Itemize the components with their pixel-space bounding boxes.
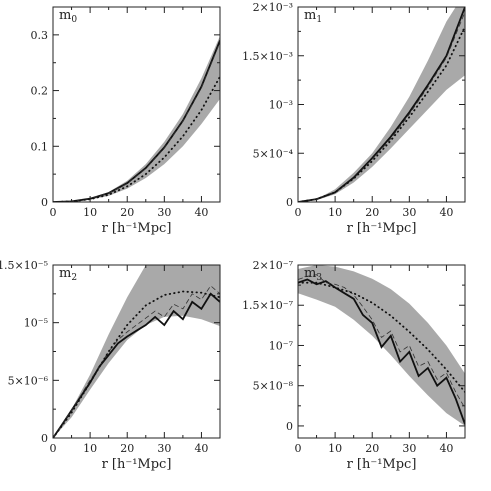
x-tick-label: 40 bbox=[439, 206, 453, 219]
x-tick-label: 0 bbox=[295, 442, 302, 455]
y-tick-label: 0.3 bbox=[31, 29, 49, 42]
confidence-band bbox=[53, 36, 220, 202]
y-tick-label: 0.1 bbox=[31, 140, 49, 153]
x-tick-label: 30 bbox=[402, 206, 416, 219]
panel-title-main: m bbox=[304, 8, 316, 23]
x-tick-label: 0 bbox=[50, 442, 57, 455]
x-tick-label: 10 bbox=[83, 442, 97, 455]
series-dotted-line bbox=[53, 290, 220, 438]
plot-area bbox=[298, 7, 465, 202]
x-tick-label: 0 bbox=[50, 206, 57, 219]
y-tick-label: 0 bbox=[286, 196, 293, 209]
series-dashed-line bbox=[298, 274, 465, 409]
x-tick-label: 30 bbox=[157, 206, 171, 219]
y-tick-label: 0 bbox=[41, 432, 48, 445]
panel-title-subscript: 0 bbox=[71, 15, 77, 25]
series-dashed-line bbox=[298, 11, 465, 202]
panel-title-main: m bbox=[59, 8, 71, 23]
series-dotted-line bbox=[53, 75, 220, 202]
y-tick-label: 5×10⁻⁸ bbox=[253, 380, 294, 393]
x-tick-label: 20 bbox=[365, 206, 379, 219]
y-tick-label: 5×10⁻⁶ bbox=[8, 374, 49, 387]
y-tick-label: 2×10⁻⁷ bbox=[253, 259, 294, 272]
panel-title: m3 bbox=[304, 266, 322, 283]
y-tick-label: 1.5×10⁻⁷ bbox=[242, 299, 294, 312]
confidence-band bbox=[298, 265, 465, 426]
x-axis-label: r [h⁻¹Mpc] bbox=[102, 457, 172, 472]
x-tick-label: 30 bbox=[402, 442, 416, 455]
y-tick-label: 0.2 bbox=[31, 85, 49, 98]
panel-title-subscript: 1 bbox=[316, 15, 322, 25]
x-axis-label: r [h⁻¹Mpc] bbox=[102, 221, 172, 236]
series-dotted-line bbox=[298, 281, 465, 393]
x-tick-label: 10 bbox=[328, 442, 342, 455]
x-tick-label: 10 bbox=[328, 206, 342, 219]
axes-frame bbox=[297, 264, 466, 439]
plot-area bbox=[53, 265, 220, 438]
x-tick-label: 20 bbox=[120, 442, 134, 455]
y-tick-label: 0 bbox=[286, 420, 293, 433]
x-tick-label: 40 bbox=[194, 206, 208, 219]
y-tick-label: 5×10⁻⁴ bbox=[253, 147, 294, 160]
panel-title: m2 bbox=[59, 266, 77, 283]
panel-title-subscript: 2 bbox=[71, 273, 77, 283]
y-tick-label: 10⁻³ bbox=[269, 99, 293, 112]
panel-3: 0 10 20 30 40 0 5×10⁻⁸ 10⁻⁷ 1.5×10⁻⁷ 2×10⁻⁷ r [h⁻¹… bbox=[242, 259, 466, 472]
y-tick-label: 0 bbox=[41, 196, 48, 209]
axes-frame bbox=[52, 6, 221, 203]
y-tick-label: 1.5×10⁻³ bbox=[242, 50, 293, 63]
plot-area bbox=[53, 36, 220, 202]
series-solid-line bbox=[298, 278, 465, 425]
panel-title-main: m bbox=[304, 266, 316, 281]
x-tick-label: 40 bbox=[439, 442, 453, 455]
series-dashed-line bbox=[53, 285, 220, 438]
y-tick-label: 10⁻⁷ bbox=[269, 339, 294, 352]
x-axis-label: r [h⁻¹Mpc] bbox=[347, 221, 417, 236]
y-tick-label: 1.5×10⁻⁵ bbox=[0, 259, 48, 272]
x-tick-label: 30 bbox=[157, 442, 171, 455]
panel-title: m0 bbox=[59, 8, 77, 25]
x-tick-label: 10 bbox=[83, 206, 97, 219]
x-tick-label: 20 bbox=[365, 442, 379, 455]
confidence-band bbox=[53, 265, 220, 438]
y-tick-label: 2×10⁻³ bbox=[253, 1, 293, 14]
x-tick-label: 40 bbox=[194, 442, 208, 455]
x-axis-label: r [h⁻¹Mpc] bbox=[347, 457, 417, 472]
x-tick-label: 20 bbox=[120, 206, 134, 219]
panel-title-main: m bbox=[59, 266, 71, 281]
panel-title-subscript: 3 bbox=[316, 273, 322, 283]
panel-1: 0 10 20 30 40 0 5×10⁻⁴ 10⁻³ 1.5×10⁻³ 2×10⁻³ r [h⁻¹… bbox=[242, 1, 466, 236]
plot-area bbox=[298, 265, 465, 426]
confidence-band bbox=[298, 7, 465, 202]
x-tick-label: 0 bbox=[295, 206, 302, 219]
y-tick-label: 10⁻⁵ bbox=[24, 317, 48, 330]
panel-2: 0 10 20 30 40 0 5×10⁻⁶ 10⁻⁵ 1.5×10⁻⁵ r [h⁻¹Mpc] m2 bbox=[0, 259, 221, 472]
panel-title: m1 bbox=[304, 8, 322, 25]
